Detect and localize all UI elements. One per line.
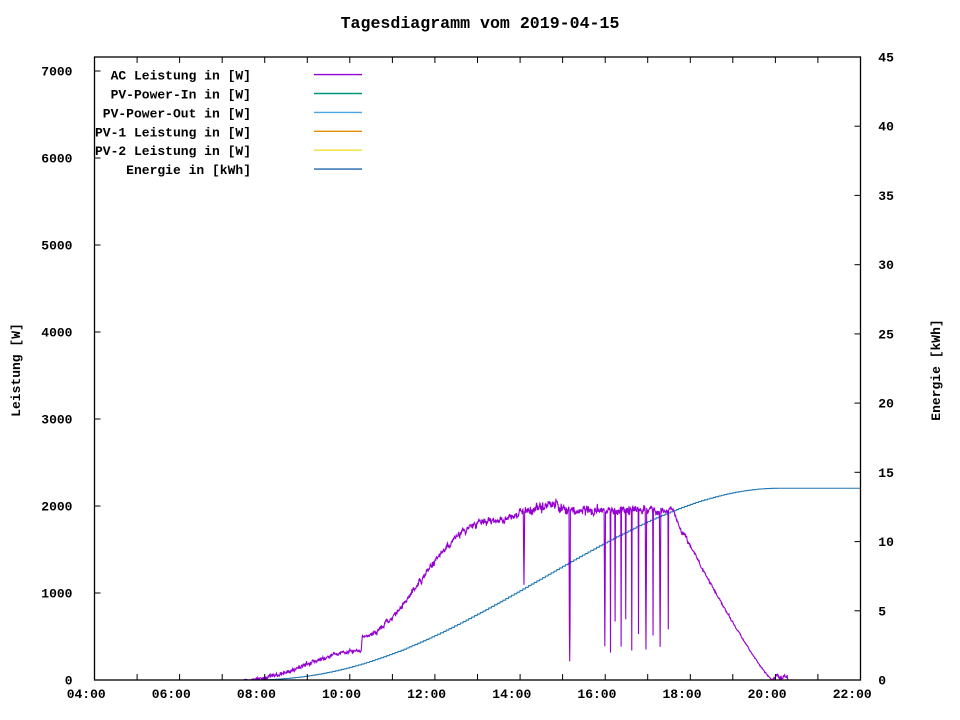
svg-text:06:00: 06:00 [152,687,191,702]
svg-text:Leistung [W]: Leistung [W] [9,323,24,417]
svg-text:Tagesdiagramm vom 2019-04-15: Tagesdiagramm vom 2019-04-15 [341,14,620,33]
svg-text:5000: 5000 [41,239,72,254]
svg-text:14:00: 14:00 [492,687,531,702]
svg-text:AC Leistung in [W]: AC Leistung in [W] [111,69,251,84]
svg-text:12:00: 12:00 [407,687,446,702]
svg-text:7000: 7000 [41,65,72,80]
svg-text:20:00: 20:00 [748,687,787,702]
svg-text:04:00: 04:00 [67,687,106,702]
svg-text:16:00: 16:00 [577,687,616,702]
svg-text:18:00: 18:00 [662,687,701,702]
svg-text:Energie in [kWh]: Energie in [kWh] [126,163,251,178]
svg-text:10:00: 10:00 [322,687,361,702]
svg-text:10: 10 [878,535,894,550]
svg-text:15: 15 [878,466,894,481]
svg-text:20: 20 [878,397,894,412]
svg-text:PV-Power-In in [W]: PV-Power-In in [W] [111,88,251,103]
svg-text:40: 40 [878,120,894,135]
svg-text:08:00: 08:00 [237,687,276,702]
svg-text:5: 5 [878,604,886,619]
svg-text:30: 30 [878,258,894,273]
svg-text:35: 35 [878,189,894,204]
svg-text:PV-2 Leistung in [W]: PV-2 Leistung in [W] [95,144,251,159]
svg-text:22:00: 22:00 [833,687,872,702]
svg-text:6000: 6000 [41,152,72,167]
svg-text:PV-1 Leistung in [W]: PV-1 Leistung in [W] [95,125,251,140]
svg-text:4000: 4000 [41,326,72,341]
svg-text:PV-Power-Out in [W]: PV-Power-Out in [W] [103,106,251,121]
svg-text:45: 45 [878,51,894,66]
svg-text:3000: 3000 [41,413,72,428]
svg-text:2000: 2000 [41,500,72,515]
svg-text:1000: 1000 [41,587,72,602]
svg-text:Energie [kWh]: Energie [kWh] [929,319,944,420]
svg-text:25: 25 [878,327,894,342]
svg-text:0: 0 [878,674,886,689]
